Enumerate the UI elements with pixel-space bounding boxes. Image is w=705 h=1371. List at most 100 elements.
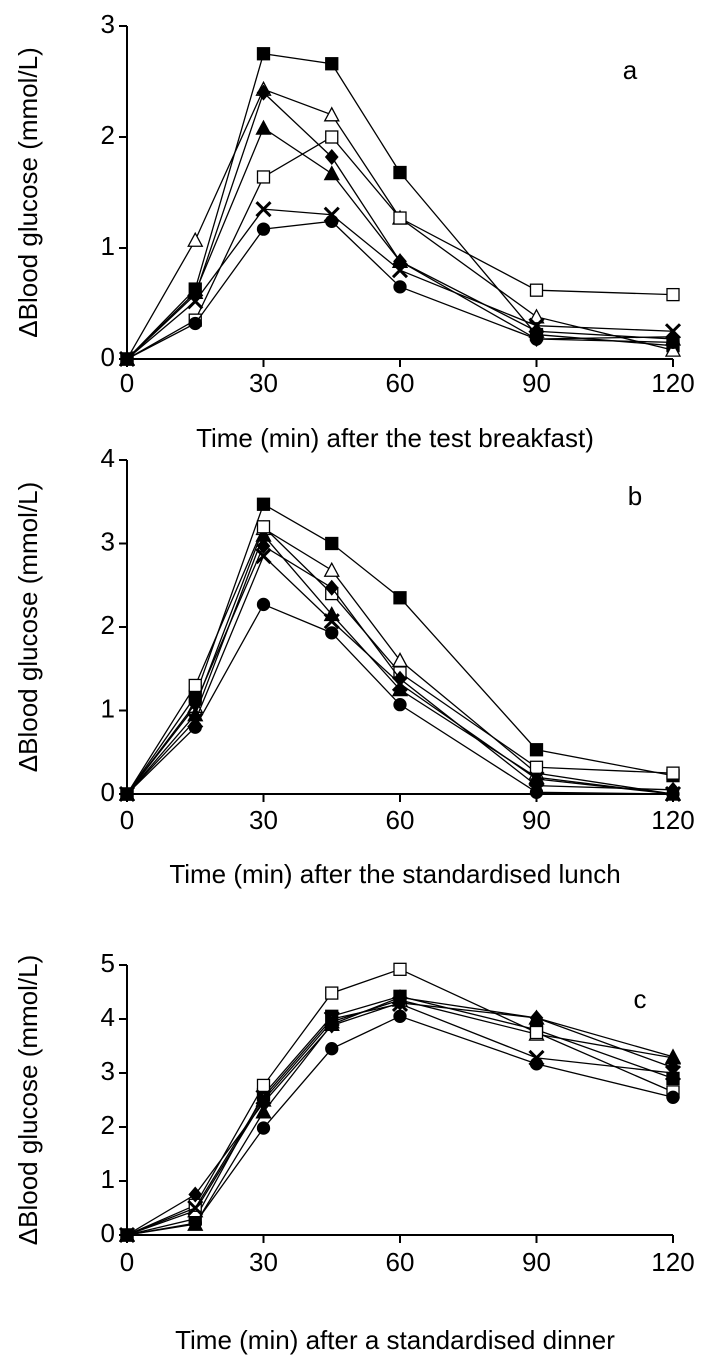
marker — [325, 536, 339, 551]
marker — [188, 316, 202, 331]
x-axis-label: Time (min) after a standardised dinner — [175, 1325, 615, 1355]
y-axis-label: ΔBlood glucose (mmol/L) — [13, 47, 43, 337]
y-tick-label: 4 — [101, 1002, 115, 1032]
marker — [324, 579, 339, 596]
y-axis-label: ΔBlood glucose (mmol/L) — [13, 482, 43, 772]
marker — [325, 986, 339, 1000]
y-tick-label: 3 — [101, 9, 115, 39]
x-tick-label: 90 — [522, 1247, 551, 1277]
marker — [255, 547, 272, 565]
x-tick-label: 0 — [120, 368, 134, 398]
marker — [664, 341, 682, 357]
y-tick-label: 4 — [101, 443, 115, 473]
y-tick-label: 3 — [101, 1056, 115, 1086]
marker — [255, 1089, 272, 1106]
marker — [528, 317, 545, 334]
series-line — [126, 999, 674, 1236]
series-line — [126, 1003, 674, 1236]
marker — [323, 561, 340, 577]
marker — [255, 201, 272, 218]
x-tick-label: 30 — [249, 368, 278, 398]
marker — [664, 323, 682, 340]
marker — [325, 57, 339, 71]
x-tick-label: 60 — [386, 1247, 415, 1277]
marker — [325, 214, 339, 229]
marker — [325, 130, 339, 144]
marker — [393, 962, 407, 976]
x-tick-label: 60 — [386, 368, 415, 398]
marker — [393, 698, 407, 712]
marker — [529, 332, 544, 346]
marker — [323, 1010, 340, 1028]
marker — [323, 613, 340, 630]
y-tick-label: 2 — [101, 610, 115, 640]
marker — [120, 1228, 134, 1242]
x-tick-label: 90 — [522, 368, 551, 398]
marker — [120, 352, 134, 366]
x-tick-label: 30 — [249, 805, 278, 835]
marker — [529, 1009, 544, 1026]
marker — [256, 520, 271, 534]
marker — [666, 1090, 680, 1104]
marker — [529, 1057, 544, 1071]
x-tick-label: 30 — [249, 1247, 278, 1277]
y-tick-label: 1 — [101, 693, 115, 723]
marker — [188, 695, 203, 712]
y-tick-label: 1 — [101, 231, 115, 261]
marker — [666, 766, 680, 780]
series-line — [126, 995, 674, 1236]
y-axis-label: ΔBlood glucose (mmol/L) — [13, 955, 43, 1245]
marker — [325, 626, 339, 640]
x-tick-label: 0 — [120, 805, 134, 835]
marker — [664, 1064, 682, 1082]
y-tick-label: 3 — [101, 526, 115, 556]
marker — [393, 591, 407, 605]
marker — [528, 770, 545, 788]
series-line — [126, 996, 674, 1236]
x-axis-label: Time (min) after the test breakfast) — [196, 423, 594, 453]
marker — [324, 148, 339, 165]
marker — [391, 262, 409, 279]
series-line — [126, 503, 674, 795]
marker — [188, 1186, 203, 1203]
marker — [529, 1025, 544, 1040]
marker — [256, 222, 271, 236]
x-tick-label: 120 — [651, 805, 694, 835]
y-tick-label: 2 — [101, 1110, 115, 1140]
marker — [256, 1078, 271, 1093]
marker — [120, 787, 134, 801]
series-line — [126, 53, 674, 360]
marker — [187, 293, 204, 310]
marker — [529, 283, 544, 297]
x-tick-label: 60 — [386, 805, 415, 835]
marker — [393, 165, 407, 180]
y-tick-label: 2 — [101, 120, 115, 150]
y-tick-label: 0 — [101, 777, 115, 807]
marker — [255, 1103, 272, 1119]
x-axis-label: Time (min) after the standardised lunch — [169, 859, 620, 889]
marker — [256, 497, 271, 511]
marker — [391, 995, 409, 1012]
marker — [187, 231, 204, 247]
marker — [666, 287, 680, 302]
y-tick-label: 5 — [101, 948, 115, 978]
marker — [393, 211, 407, 225]
marker — [666, 787, 680, 801]
marker — [325, 1042, 339, 1056]
marker — [529, 785, 544, 799]
x-tick-label: 90 — [522, 805, 551, 835]
marker — [188, 678, 202, 693]
marker — [323, 165, 340, 181]
marker — [256, 1121, 271, 1135]
y-tick-label: 1 — [101, 1164, 115, 1194]
marker — [529, 743, 544, 757]
marker — [391, 675, 409, 692]
x-tick-label: 120 — [651, 368, 694, 398]
series-line — [126, 1002, 674, 1236]
panel-label: c — [634, 984, 647, 1014]
marker — [187, 1199, 204, 1217]
marker — [393, 280, 407, 294]
panel-label: a — [623, 55, 638, 85]
marker — [393, 1009, 407, 1023]
